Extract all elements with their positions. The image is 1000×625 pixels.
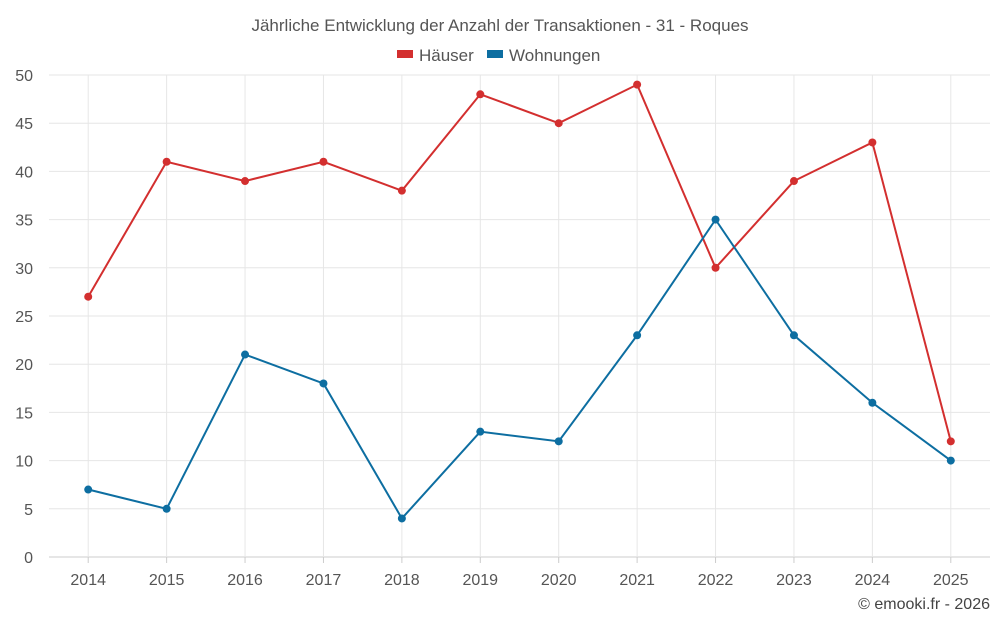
x-tick-label: 2024 — [855, 572, 891, 589]
y-tick-label: 30 — [15, 261, 33, 278]
series-line-haeuser — [87, 83, 952, 442]
data-point-haeuser[interactable] — [711, 263, 720, 272]
data-point-wohnungen[interactable] — [476, 427, 485, 436]
x-tick-label: 2020 — [541, 572, 577, 589]
x-tick-label: 2014 — [70, 572, 106, 589]
grid — [49, 74, 990, 558]
data-point-wohnungen[interactable] — [789, 331, 798, 340]
data-point-wohnungen[interactable] — [633, 331, 642, 340]
data-point-haeuser[interactable] — [162, 157, 171, 166]
series-group — [84, 80, 955, 523]
legend-label-haeuser: Häuser — [419, 46, 474, 65]
series-wohnungen — [84, 215, 955, 523]
data-point-haeuser[interactable] — [554, 119, 563, 128]
y-tick-label: 10 — [15, 454, 33, 471]
data-point-haeuser[interactable] — [789, 177, 798, 186]
y-tick-label: 45 — [15, 116, 33, 133]
x-tick-label: 2017 — [306, 572, 342, 589]
data-point-haeuser[interactable] — [397, 186, 406, 195]
data-point-wohnungen[interactable] — [946, 456, 955, 465]
x-tick-label: 2015 — [149, 572, 185, 589]
chart-title: Jährliche Entwicklung der Anzahl der Tra… — [251, 16, 748, 35]
data-point-haeuser[interactable] — [84, 292, 93, 301]
series-line-wohnungen — [87, 217, 952, 521]
x-tick-label: 2019 — [462, 572, 498, 589]
data-point-haeuser[interactable] — [633, 80, 642, 89]
data-point-wohnungen[interactable] — [554, 437, 563, 446]
x-tick-label: 2021 — [619, 572, 655, 589]
y-tick-label: 50 — [15, 68, 33, 85]
x-tick-label: 2022 — [698, 572, 734, 589]
y-tick-label: 20 — [15, 357, 33, 374]
data-point-haeuser[interactable] — [476, 90, 485, 99]
y-tick-label: 35 — [15, 213, 33, 230]
data-point-wohnungen[interactable] — [868, 398, 877, 407]
legend-label-wohnungen: Wohnungen — [509, 46, 600, 65]
x-tick-label: 2025 — [933, 572, 969, 589]
legend-item-wohnungen[interactable]: Wohnungen — [487, 46, 600, 65]
y-tick-label: 15 — [15, 405, 33, 422]
data-point-wohnungen[interactable] — [84, 485, 93, 494]
legend-item-haeuser[interactable]: Häuser — [397, 46, 474, 65]
data-point-haeuser[interactable] — [868, 138, 877, 147]
x-tick-label: 2023 — [776, 572, 812, 589]
y-tick-label: 25 — [15, 309, 33, 326]
data-point-wohnungen[interactable] — [319, 379, 328, 388]
data-point-haeuser[interactable] — [319, 157, 328, 166]
legend[interactable]: Häuser Wohnungen — [397, 46, 600, 65]
data-point-haeuser[interactable] — [241, 177, 250, 186]
y-tick-label: 40 — [15, 164, 33, 181]
legend-swatch-haeuser — [397, 50, 413, 58]
credit-text: © emooki.fr - 2026 — [858, 596, 990, 613]
data-point-wohnungen[interactable] — [162, 504, 171, 513]
x-tick-label: 2016 — [227, 572, 263, 589]
legend-swatch-wohnungen — [487, 50, 503, 58]
y-tick-label: 0 — [24, 550, 33, 567]
x-tick-label: 2018 — [384, 572, 420, 589]
y-axis-ticks: 0 5 10 15 20 25 30 35 40 45 50 — [15, 68, 33, 567]
x-axis-ticks: 2014 2015 2016 2017 2018 2019 2020 2021 2022 2023… — [70, 557, 969, 589]
data-point-haeuser[interactable] — [946, 437, 955, 446]
y-tick-label: 5 — [24, 502, 33, 519]
data-point-wohnungen[interactable] — [711, 215, 720, 224]
data-point-wohnungen[interactable] — [397, 514, 406, 523]
data-point-wohnungen[interactable] — [241, 350, 250, 359]
series-haeuser — [84, 80, 955, 446]
